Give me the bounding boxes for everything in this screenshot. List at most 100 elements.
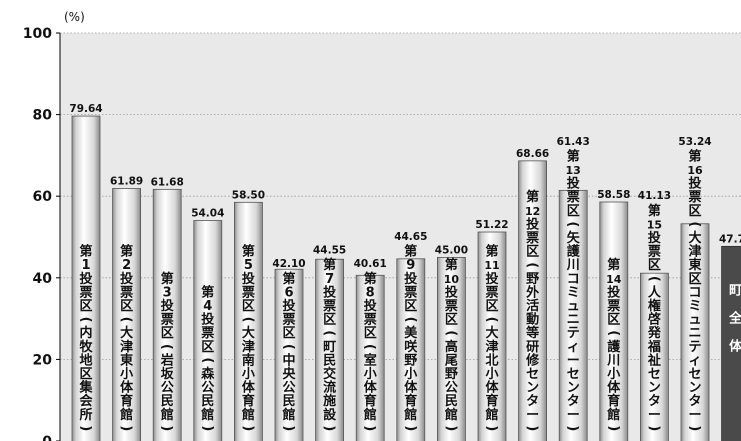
bar-label-char: ) <box>362 425 377 431</box>
bar-rect <box>477 231 507 441</box>
bar-label-char: 館 <box>485 407 498 423</box>
bar-label-char: 3 <box>163 285 172 300</box>
bar-label-char: 護 <box>567 244 581 260</box>
bar-value-label: 44.65 <box>394 231 427 243</box>
bar-label-char: 投 <box>323 284 336 300</box>
bar-label-char: ー <box>648 408 661 423</box>
bar-label-char: ュ <box>567 299 580 314</box>
bar-label-char: テ <box>688 340 701 355</box>
bar-label-char: 内 <box>79 325 92 341</box>
bar-rect <box>396 258 426 441</box>
bar-label-char: 大 <box>120 325 133 341</box>
bar-label-char: ィ <box>688 353 701 368</box>
bar-label-char: ニ <box>688 326 701 341</box>
bar-label-char: 区 <box>688 204 701 219</box>
bar-label-char: ー <box>567 408 580 423</box>
bar-label-char: 小 <box>404 367 417 382</box>
bar-label-char: 区 <box>120 299 133 314</box>
bar-label-char: 10 <box>444 273 460 286</box>
bar-label-char: 野 <box>404 353 417 368</box>
bar-label-char: 北 <box>485 353 498 368</box>
bar-label-char: ( <box>484 317 499 323</box>
bar-label-char: 岩 <box>160 352 174 368</box>
bar-label-char: 12 <box>525 205 540 218</box>
bar-label-char: 川 <box>566 258 580 273</box>
bar-label-char: 投 <box>526 216 539 232</box>
bar-label-char: 東 <box>120 352 133 368</box>
bar-label-char: 大 <box>485 325 498 341</box>
bar-label-char: 投 <box>364 298 377 314</box>
bar-label-char: 活 <box>526 298 539 314</box>
bar-label-char: 牧 <box>79 339 93 355</box>
bar-label-char: 護 <box>607 339 621 355</box>
bar-label-char: 6 <box>284 285 293 300</box>
bar-label-char: 育 <box>364 393 377 409</box>
bar-label-char: 育 <box>120 393 133 409</box>
bar-label-char: 坂 <box>161 366 175 382</box>
bar-label-char: 9 <box>406 258 415 273</box>
bar-label-char: 森 <box>201 366 215 382</box>
bar-label-char: ( <box>646 276 661 282</box>
bar-label-char: 福 <box>647 339 661 355</box>
bar-label-char: 票 <box>364 312 377 328</box>
bar-label-char: ン <box>526 381 539 396</box>
bar-label-char: 民 <box>445 394 458 409</box>
bar-label-char: 民 <box>323 353 336 368</box>
bar-label-char: 第 <box>688 148 701 164</box>
bar-label-char: 津 <box>485 339 498 355</box>
bar-label-char: 館 <box>120 407 133 423</box>
bar-label-char: 票 <box>688 189 701 205</box>
bar-label-char: 投 <box>79 271 92 287</box>
bar-value-label: 42.10 <box>272 258 305 270</box>
bar-label-char: 5 <box>244 258 253 273</box>
bar-label-char: 第 <box>201 284 214 300</box>
bar-rect <box>355 274 385 441</box>
bar-label-char: ( <box>281 344 296 350</box>
bar-category-label: 町全体 <box>728 283 741 354</box>
bar-label-char: 野 <box>526 272 539 287</box>
bar-label-char: 室 <box>364 352 377 368</box>
bar-label-char: ( <box>159 344 174 350</box>
bar-rect <box>518 160 547 441</box>
bar-label-char: 第 <box>323 257 336 273</box>
bar-label-char: 館 <box>242 407 255 423</box>
y-tick-label: 40 <box>33 271 53 287</box>
bar-label-char: 発 <box>647 325 662 341</box>
bar-label-char: 票 <box>120 284 133 300</box>
bar-label-char: 小 <box>485 367 498 382</box>
bar-value-label: 47.71 <box>719 233 741 245</box>
bar-label-char: ミ <box>688 299 701 314</box>
bar-label-char: 投 <box>445 284 458 300</box>
bar-value-label: 68.66 <box>516 148 549 160</box>
bar-rect <box>558 189 588 441</box>
bar-label-char: 津 <box>688 244 701 260</box>
bar-label-char: 小 <box>120 367 133 382</box>
bar-label-char: 流 <box>323 380 336 396</box>
bar-label-char: ( <box>525 262 540 268</box>
bar-label-char: 票 <box>161 312 174 328</box>
bar-label-char: 1 <box>81 258 90 273</box>
bar-label-char: 体 <box>120 380 134 396</box>
bar-label-char: ュ <box>688 313 701 328</box>
bar-label-char: ー <box>567 353 580 368</box>
bar-label-char: セ <box>567 367 580 382</box>
bar-value-label: 61.43 <box>557 136 590 148</box>
bar-label-char: 町 <box>729 283 741 298</box>
bar-label-char: 館 <box>404 407 417 423</box>
bar-label-char: 交 <box>323 366 336 382</box>
bar-label-char: 育 <box>485 393 498 409</box>
bar-label-char: 町 <box>323 340 336 355</box>
bar-label-char: ) <box>78 425 93 431</box>
bar-label-char: ) <box>119 425 134 431</box>
bar-label-char: 投 <box>201 312 214 328</box>
bar-label-char: 区 <box>79 367 92 382</box>
